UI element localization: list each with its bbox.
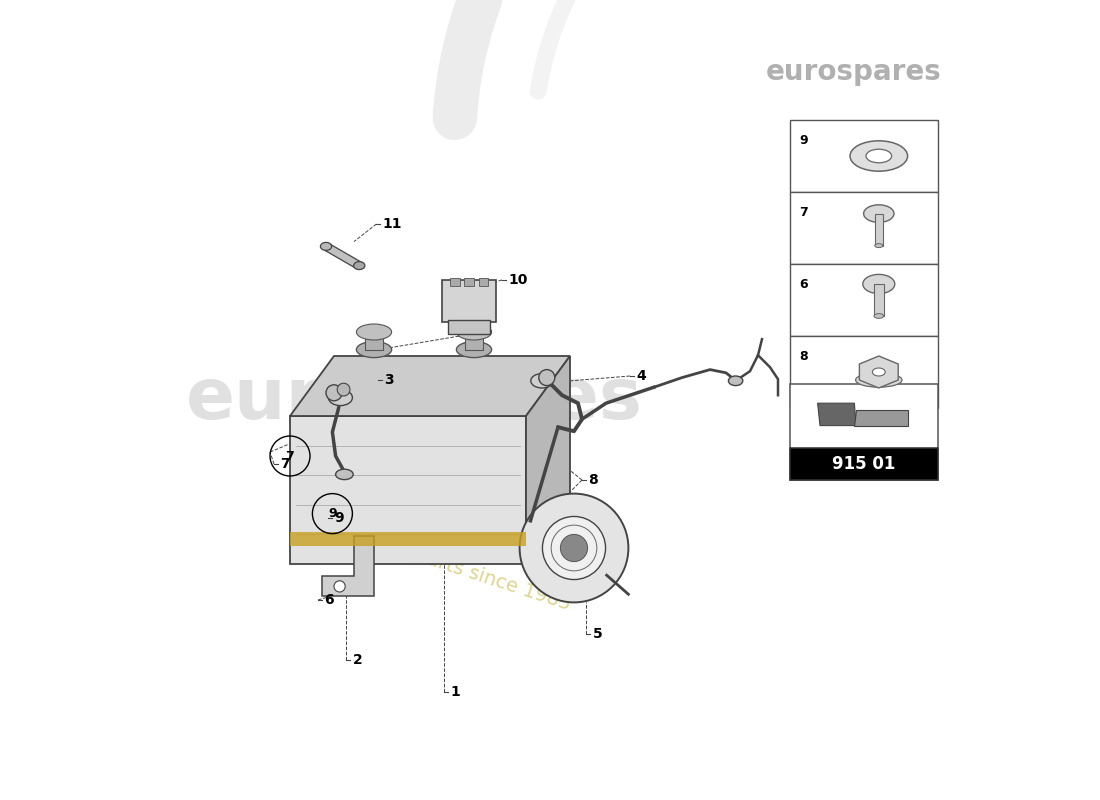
Text: 6: 6 xyxy=(800,278,808,290)
Bar xyxy=(790,384,938,480)
Polygon shape xyxy=(290,416,526,564)
Text: a passion for parts since 1985: a passion for parts since 1985 xyxy=(287,506,573,614)
Polygon shape xyxy=(859,356,899,388)
Bar xyxy=(365,332,383,350)
Text: 1: 1 xyxy=(450,685,460,699)
Text: 7: 7 xyxy=(286,450,295,462)
Text: 4: 4 xyxy=(637,369,646,383)
Bar xyxy=(874,214,883,246)
Text: eurospares: eurospares xyxy=(766,58,942,86)
Circle shape xyxy=(539,370,554,386)
Ellipse shape xyxy=(850,141,908,171)
Ellipse shape xyxy=(872,368,886,376)
Bar xyxy=(449,320,490,334)
Ellipse shape xyxy=(856,373,902,387)
Ellipse shape xyxy=(874,243,883,247)
Text: 8: 8 xyxy=(800,350,808,362)
Text: 7: 7 xyxy=(800,206,808,218)
Text: 3: 3 xyxy=(384,373,394,387)
Ellipse shape xyxy=(320,242,331,250)
Polygon shape xyxy=(290,532,526,546)
Ellipse shape xyxy=(356,342,392,358)
Polygon shape xyxy=(855,410,908,426)
Circle shape xyxy=(334,581,345,592)
Bar xyxy=(465,332,483,350)
Circle shape xyxy=(326,385,342,401)
Bar xyxy=(790,192,938,264)
Ellipse shape xyxy=(356,324,392,340)
Ellipse shape xyxy=(456,324,492,340)
Ellipse shape xyxy=(874,314,883,318)
Ellipse shape xyxy=(531,374,553,388)
Bar xyxy=(442,280,496,322)
Text: 9: 9 xyxy=(328,507,337,520)
Ellipse shape xyxy=(862,274,894,294)
Bar xyxy=(450,278,460,286)
Text: 5: 5 xyxy=(593,626,602,641)
Ellipse shape xyxy=(866,149,892,162)
Bar xyxy=(874,284,883,316)
Ellipse shape xyxy=(456,342,492,358)
Polygon shape xyxy=(290,356,570,416)
Ellipse shape xyxy=(336,469,353,479)
Bar xyxy=(790,336,938,408)
Circle shape xyxy=(519,494,628,602)
Text: 11: 11 xyxy=(383,217,403,231)
Text: 8: 8 xyxy=(588,473,598,487)
Polygon shape xyxy=(526,356,570,564)
Ellipse shape xyxy=(864,205,894,222)
Text: 915 01: 915 01 xyxy=(833,455,895,473)
Bar xyxy=(478,278,488,286)
Ellipse shape xyxy=(354,262,365,270)
Text: 9: 9 xyxy=(800,134,808,146)
Polygon shape xyxy=(322,536,374,596)
Text: 10: 10 xyxy=(508,273,528,287)
Bar xyxy=(790,120,938,192)
Ellipse shape xyxy=(329,390,352,406)
Text: eurospares: eurospares xyxy=(186,366,642,434)
Circle shape xyxy=(338,383,350,396)
Ellipse shape xyxy=(728,376,743,386)
Bar xyxy=(790,448,938,480)
Text: 2: 2 xyxy=(352,653,362,667)
Circle shape xyxy=(560,534,587,562)
Polygon shape xyxy=(817,403,856,426)
Circle shape xyxy=(542,517,606,579)
Bar xyxy=(324,243,361,269)
Text: 6: 6 xyxy=(324,593,334,607)
Bar xyxy=(790,264,938,336)
Text: 9: 9 xyxy=(334,511,343,526)
Bar xyxy=(464,278,474,286)
Text: 7: 7 xyxy=(280,457,290,471)
